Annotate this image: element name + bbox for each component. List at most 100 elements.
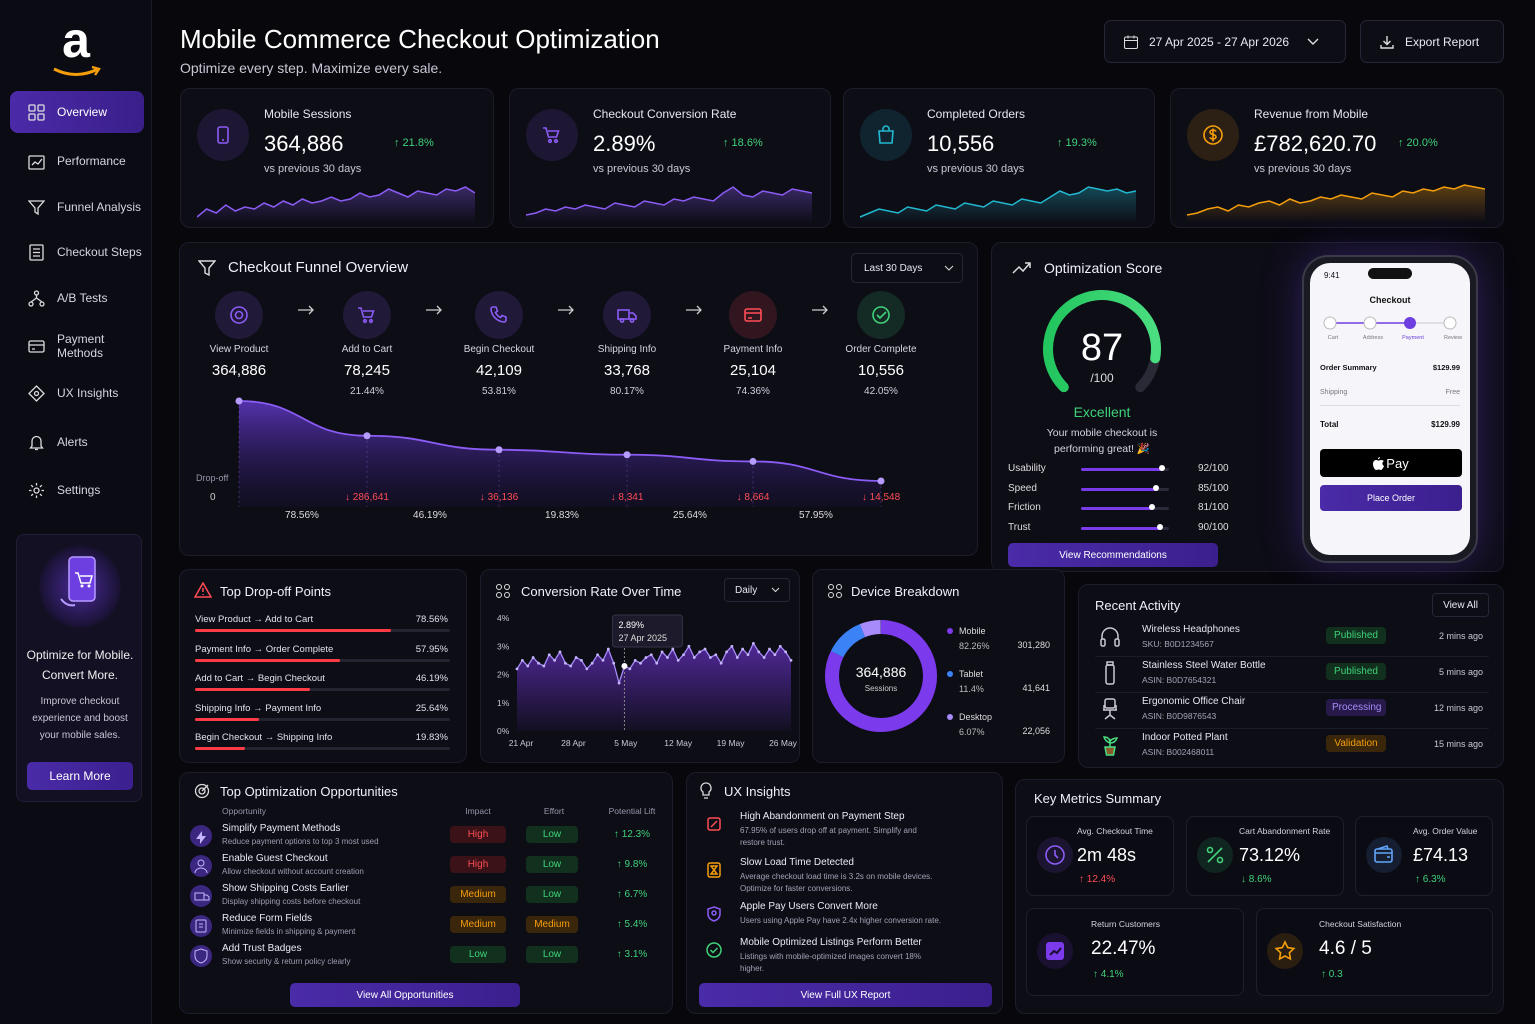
view-recommendations-button[interactable]: View Recommendations xyxy=(1008,543,1218,567)
nav-item-settings[interactable]: Settings xyxy=(10,469,144,511)
score-message-2: performing great! 🎉 xyxy=(1054,443,1150,455)
conversion-point xyxy=(628,667,632,671)
sparkline-area xyxy=(1187,185,1485,223)
activity-sku: ASIN: B002468011 xyxy=(1142,747,1215,757)
phone-notch xyxy=(1368,268,1412,279)
gauge-fill xyxy=(1043,290,1161,393)
activity-name[interactable]: Wireless Headphones xyxy=(1142,624,1240,635)
kpi-change: ↑ 18.6% xyxy=(723,137,763,149)
ux-insight-body: Average checkout load time is 3.2s on mo… xyxy=(740,872,933,881)
kpi-note: vs previous 30 days xyxy=(1254,163,1352,175)
funnel-point xyxy=(749,457,757,465)
dropoff-item-label: Begin Checkout → Shipping Info xyxy=(195,732,333,743)
conversion-period-select[interactable]: Daily xyxy=(724,578,790,602)
impact-badge: Medium xyxy=(450,916,506,933)
conversion-point xyxy=(714,653,718,657)
funnel-step-target-icon xyxy=(215,291,263,339)
kpi-note: vs previous 30 days xyxy=(927,163,1025,175)
funnel-chart xyxy=(235,397,885,507)
export-report-button[interactable]: Export Report xyxy=(1360,20,1504,63)
opportunity-name[interactable]: Simplify Payment Methods xyxy=(222,823,341,834)
kpi-note: vs previous 30 days xyxy=(593,163,691,175)
activity-name[interactable]: Stainless Steel Water Bottle xyxy=(1142,660,1266,671)
funnel-step-check-icon xyxy=(857,291,905,339)
apple-icon xyxy=(1373,456,1385,470)
sparkline-area xyxy=(197,187,475,223)
nav-item-alerts[interactable]: Alerts xyxy=(10,421,144,463)
row-divider xyxy=(1095,656,1489,657)
trend-up-icon xyxy=(1012,262,1031,274)
opportunity-name[interactable]: Show Shipping Costs Earlier xyxy=(222,883,349,894)
opportunity-name[interactable]: Enable Guest Checkout xyxy=(222,853,328,864)
view-all-opportunities-button[interactable]: View All Opportunities xyxy=(290,983,520,1007)
dropoff-item-label: Shipping Info → Payment Info xyxy=(195,702,322,714)
learn-more-button[interactable]: Learn More xyxy=(27,762,133,790)
promo-title-1: Optimize for Mobile. xyxy=(26,648,134,662)
funnel-drop-value: ↓ 36,136 xyxy=(479,492,519,503)
view-all-button[interactable]: View All xyxy=(1432,593,1489,617)
nav-item-performance[interactable]: Performance xyxy=(10,140,144,182)
effort-badge: Low xyxy=(526,826,578,843)
opportunity-name[interactable]: Add Trust Badges xyxy=(222,943,302,954)
activity-name[interactable]: Indoor Potted Plant xyxy=(1142,732,1228,743)
nav-item-funnel-analysis[interactable]: Funnel Analysis xyxy=(10,186,144,228)
kpi-value: £782,620.70 xyxy=(1254,131,1377,156)
x-tick-label: 28 Apr xyxy=(561,738,586,748)
promo-body-3: your mobile sales. xyxy=(39,730,121,741)
ux-insight-title[interactable]: High Abandonment on Payment Step xyxy=(740,811,905,822)
metric-value: 22.47% xyxy=(1091,938,1156,959)
status-badge: Published xyxy=(1326,663,1386,680)
legend-pct: 11.4% xyxy=(959,684,984,694)
y-tick-label: 3% xyxy=(497,641,510,651)
alert-card-icon xyxy=(705,815,723,833)
sparkline-area xyxy=(860,187,1136,223)
impact-badge: High xyxy=(450,826,506,843)
funnel-line xyxy=(238,400,882,482)
funnel-step-label: Begin Checkout xyxy=(463,344,535,355)
arrow-right-icon xyxy=(425,305,443,315)
nav-item-overview[interactable]: Overview xyxy=(10,91,144,133)
conversion-point xyxy=(757,650,761,654)
nav-item-a-b-tests[interactable]: A/B Tests xyxy=(10,277,144,319)
view-full-ux-report-button[interactable]: View Full UX Report xyxy=(699,983,992,1007)
nav-label: Payment Methods xyxy=(57,332,105,360)
promo-card: Optimize for Mobile. Convert More. Impro… xyxy=(16,534,142,802)
kpi-change: ↑ 21.8% xyxy=(394,137,434,149)
potential-lift: ↑ 12.3% xyxy=(613,829,651,840)
logo-letter: a xyxy=(62,12,90,68)
dropoff-bar-track xyxy=(195,747,450,750)
opps-col-impact: Impact xyxy=(465,806,491,816)
nav-item-ux-insights[interactable]: UX Insights xyxy=(10,372,144,414)
activity-name[interactable]: Ergonomic Office Chair xyxy=(1142,696,1246,707)
amazon-logo[interactable]: a xyxy=(48,12,104,76)
x-tick-label: 21 Apr xyxy=(509,738,534,748)
impact-badge: Low xyxy=(450,946,506,963)
dropoff-title: Top Drop-off Points xyxy=(220,584,332,599)
ux-insight-title[interactable]: Mobile Optimized Listings Perform Better xyxy=(740,937,922,948)
nav-item-payment-methods[interactable]: Payment Methods xyxy=(10,325,144,367)
opportunity-name[interactable]: Reduce Form Fields xyxy=(222,913,313,924)
diamond-icon xyxy=(28,384,57,402)
conversion-point xyxy=(789,658,793,662)
conversion-title: Conversion Rate Over Time xyxy=(521,584,682,599)
metric-label: Checkout Satisfaction xyxy=(1319,919,1402,929)
funnel-drop-value: ↓ 8,341 xyxy=(610,492,644,503)
date-range-picker[interactable]: 27 Apr 2025 - 27 Apr 2026 xyxy=(1104,20,1346,63)
funnel-step-label: Add to Cart xyxy=(341,344,393,355)
dropoff-item-value: 46.19% xyxy=(415,673,448,684)
place-order-button[interactable]: Place Order xyxy=(1320,485,1462,511)
x-tick-label: 19 May xyxy=(717,738,746,748)
ux-insight-title[interactable]: Apple Pay Users Convert More xyxy=(740,901,878,912)
tooltip-box xyxy=(611,614,683,648)
sparkline-area xyxy=(526,187,812,223)
apple-pay-button[interactable]: Pay xyxy=(1320,449,1462,477)
conversion-point xyxy=(558,650,562,654)
dropoff-bar-track xyxy=(195,688,450,691)
nav-item-checkout-steps[interactable]: Checkout Steps xyxy=(10,231,144,273)
funnel-period-select[interactable]: Last 30 Days xyxy=(851,253,963,283)
score-bar-fill xyxy=(1081,507,1153,510)
opportunity-icon xyxy=(190,885,212,907)
ux-insight-title[interactable]: Slow Load Time Detected xyxy=(740,857,854,868)
conversion-point xyxy=(676,658,680,662)
impact-badge: Medium xyxy=(450,886,506,903)
